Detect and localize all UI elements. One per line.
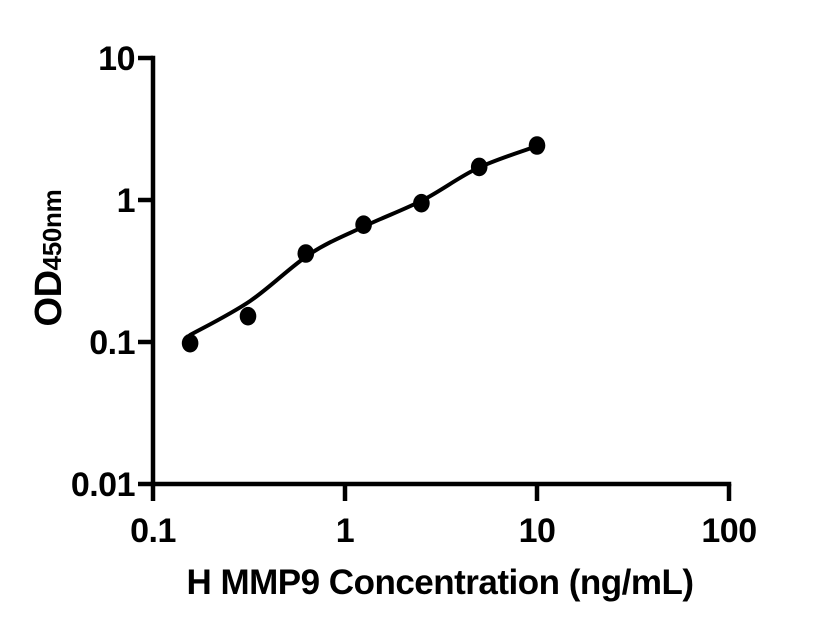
x-tick-label: 1 [336, 512, 354, 550]
y-axis-title-main: OD [28, 270, 70, 327]
y-tick-label: 0.1 [89, 324, 135, 362]
x-tick-label: 10 [519, 512, 556, 550]
data-point [239, 306, 257, 326]
data-point [470, 157, 488, 177]
x-axis-title: H MMP9 Concentration (ng/mL) [186, 563, 694, 602]
data-point [355, 215, 372, 234]
x-tick-label: 100 [701, 512, 756, 550]
data-point [528, 136, 546, 155]
y-axis-title: OD450nm [28, 189, 70, 327]
y-tick-label: 0.01 [71, 466, 135, 504]
data-point [413, 193, 430, 213]
data-point [181, 333, 199, 353]
y-tick-label: 1 [117, 182, 135, 220]
y-axis-title-subscript: 450nm [37, 189, 67, 271]
fit-curve [188, 144, 539, 337]
x-tick-label: 0.1 [130, 512, 176, 550]
y-tick-label: 10 [98, 40, 135, 78]
data-point [297, 244, 315, 263]
